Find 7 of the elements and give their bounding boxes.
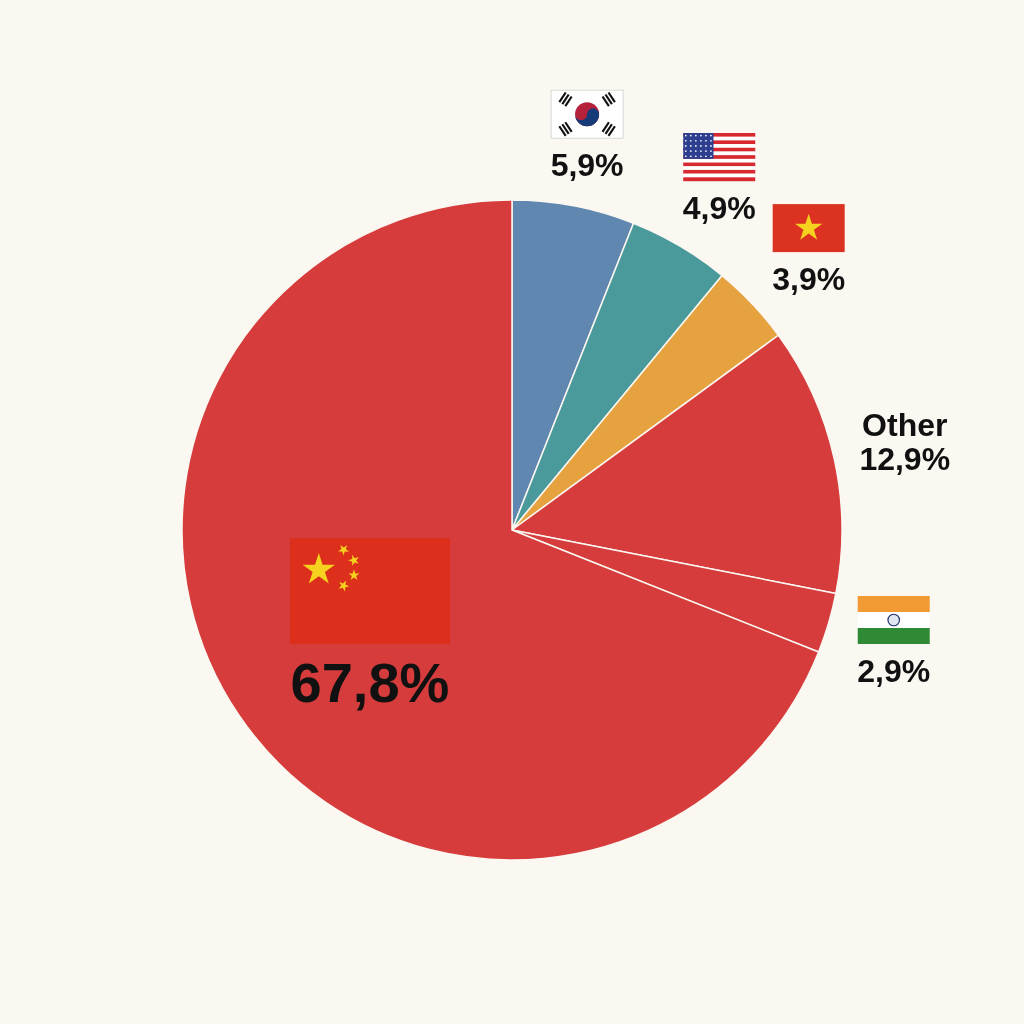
data-label: 3,9%: [772, 260, 846, 297]
data-label: 4,9%: [682, 189, 756, 226]
slice-label: Other: [862, 406, 948, 443]
data-label: 67,8%: [290, 651, 450, 715]
data-label: 12,9%: [859, 441, 951, 478]
data-label: 5,9%: [550, 146, 624, 183]
data-label: 2,9%: [857, 652, 931, 689]
